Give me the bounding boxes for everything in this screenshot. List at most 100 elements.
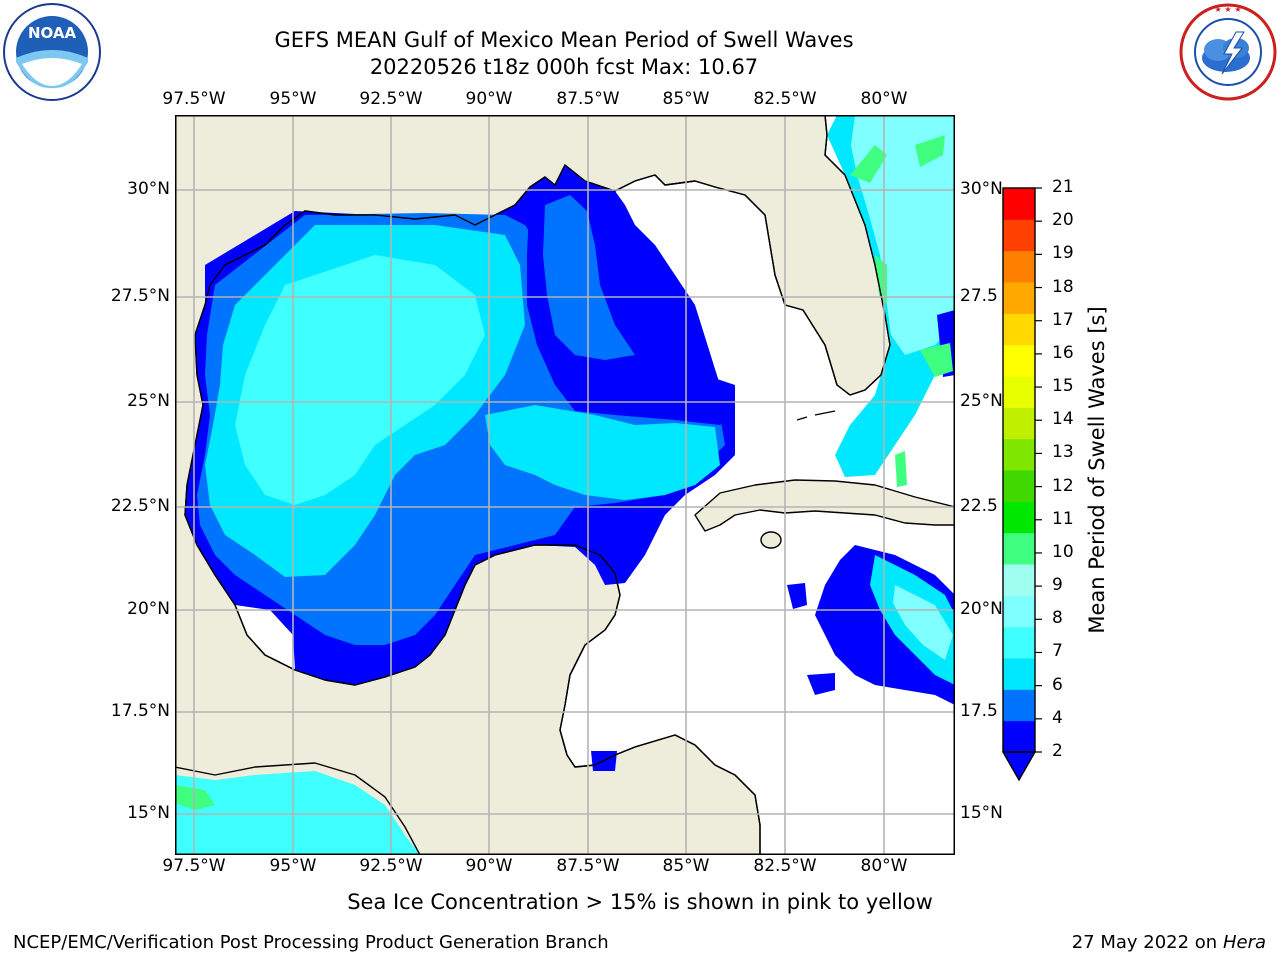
- colorbar-segment: [1003, 626, 1035, 659]
- colorbar-tick-label: 14: [1052, 409, 1074, 430]
- latitude-label-left: 17.5°N: [110, 701, 170, 721]
- field-gulf-band-7: [235, 255, 485, 505]
- colorbar-segment: [1003, 532, 1035, 565]
- colorbar-label: Mean Period of Swell Waves [s]: [1085, 306, 1109, 634]
- sea-ice-note: Sea Ice Concentration > 15% is shown in …: [347, 890, 933, 914]
- colorbar-tick-label: 8: [1052, 608, 1063, 629]
- colorbar-tick-label: 13: [1052, 442, 1074, 463]
- longitude-label-top: 85°W: [662, 89, 710, 109]
- longitude-label-top: 87.5°W: [556, 89, 620, 109]
- graticule: [175, 115, 955, 855]
- colorbar-segment: [1003, 313, 1035, 346]
- latitude-label-right: 15°N: [960, 803, 1003, 823]
- colorbar-outline: [1002, 187, 1036, 753]
- colorbar-tick-label: 4: [1052, 707, 1063, 728]
- colorbar-tick-label: 16: [1052, 342, 1074, 363]
- longitude-label-bottom: 92.5°W: [359, 856, 423, 876]
- colorbar-tick-label: 10: [1052, 541, 1074, 562]
- colorbar-tick-label: 6: [1052, 674, 1063, 695]
- field-pacific-band-10: [175, 785, 215, 810]
- longitude-label-top: 90°W: [465, 89, 513, 109]
- swell-period-field: [175, 115, 955, 855]
- longitude-label-bottom: 95°W: [269, 856, 317, 876]
- coastline-layer: [175, 115, 891, 855]
- latitude-label-left: 30°N: [127, 179, 170, 199]
- field-caribbean-band-8: [893, 585, 953, 660]
- latitude-label-left: 20°N: [127, 599, 170, 619]
- plot-title-line1: GEFS MEAN Gulf of Mexico Mean Period of …: [274, 28, 854, 52]
- latitude-label-right: 30°N: [960, 179, 1003, 199]
- colorbar-segment: [1003, 470, 1035, 502]
- latitude-label-right: 27.5: [960, 286, 998, 306]
- date-text: 27 May 2022 on: [1071, 932, 1218, 953]
- colorbar-tick-label: 11: [1052, 508, 1074, 529]
- longitude-label-top: 95°W: [269, 89, 317, 109]
- field-caribbean-blob-1: [787, 583, 807, 609]
- latitude-label-left: 15°N: [127, 803, 170, 823]
- field-pacific-band-8: [175, 771, 420, 855]
- latitude-label-left: 25°N: [127, 391, 170, 411]
- field-atlantic-band-10: [850, 135, 945, 305]
- field-ne-gulf-band-4: [543, 195, 635, 360]
- longitude-label-top: 80°W: [860, 89, 908, 109]
- colorbar-segment: [1003, 376, 1035, 408]
- colorbar-segment: [1003, 250, 1035, 283]
- colorbar-tick-label: 9: [1052, 575, 1063, 596]
- colorbar-tick-label: 19: [1052, 243, 1074, 264]
- field-east-gulf-band-6: [485, 405, 720, 500]
- longitude-label-bottom: 85°W: [662, 856, 710, 876]
- noaa-logo: NOAA: [3, 3, 101, 101]
- colorbar-segment: [1003, 219, 1035, 252]
- colorbar-tick-label: 7: [1052, 641, 1063, 662]
- colorbar-tick-label: 21: [1052, 177, 1074, 197]
- nws-logo: ★ ★ ★: [1179, 3, 1277, 101]
- colorbar-extension: [1001, 751, 1037, 782]
- plot-title-line2: 20220526 t18z 000h fcst Max: 10.67: [369, 55, 759, 79]
- colorbar-segment: [1003, 188, 1035, 220]
- field-atlantic-band-8: [851, 115, 955, 355]
- isle-of-youth: [760, 531, 782, 549]
- colorbar-segment: [1003, 282, 1035, 314]
- latitude-label-left: 27.5°N: [110, 286, 170, 306]
- colorbar-segment: [1003, 658, 1035, 690]
- colorbar-segment: [1003, 501, 1035, 534]
- colorbar-tick-label: 15: [1052, 376, 1074, 397]
- colorbar-segment: [1003, 595, 1035, 628]
- map-panel: [175, 115, 955, 855]
- field-bahamas-band-10: [895, 343, 953, 487]
- coastline-pacific: [175, 762, 421, 855]
- landmass-cuba: [694, 479, 955, 532]
- map-frame: [175, 115, 955, 855]
- colorbar-tick-label: 17: [1052, 309, 1074, 330]
- colorbar-segment: [1003, 438, 1035, 471]
- latitude-label-right: 20°N: [960, 599, 1003, 619]
- latitude-label-right: 22.5: [960, 496, 998, 516]
- colorbar-segment: [1003, 407, 1035, 440]
- longitude-label-top: 97.5°W: [162, 89, 226, 109]
- colorbar-segment: [1003, 344, 1035, 377]
- longitude-label-bottom: 87.5°W: [556, 856, 620, 876]
- colorbar-segment: [1003, 689, 1035, 722]
- nws-ring-text: ★ ★ ★: [1214, 5, 1241, 14]
- host-name: Hera: [1222, 932, 1266, 953]
- latitude-label-left: 22.5°N: [110, 496, 170, 516]
- latitude-label-right: 17.5: [960, 701, 998, 721]
- longitude-label-bottom: 90°W: [465, 856, 513, 876]
- colorbar-segment: [1003, 564, 1035, 596]
- colorbar-tick-label: 12: [1052, 475, 1074, 496]
- credit-text: NCEP/EMC/Verification Post Processing Pr…: [13, 932, 609, 953]
- longitude-label-bottom: 82.5°W: [753, 856, 817, 876]
- colorbar-tick-label: 18: [1052, 276, 1074, 297]
- coastline-gulf: [184, 115, 891, 855]
- noaa-logo-text: NOAA: [28, 24, 77, 42]
- longitude-label-top: 92.5°W: [359, 89, 423, 109]
- longitude-label-top: 82.5°W: [753, 89, 817, 109]
- field-caribbean-blob-2: [807, 673, 835, 695]
- longitude-label-bottom: 80°W: [860, 856, 908, 876]
- florida-keys: [796, 410, 836, 421]
- latitude-label-right: 25°N: [960, 391, 1003, 411]
- colorbar-tick-label: 20: [1052, 210, 1074, 231]
- colorbar-tick-label: 2: [1052, 741, 1063, 761]
- colorbar: [1001, 187, 1042, 782]
- date-stamp: 27 May 2022 on Hera: [1072, 932, 1266, 953]
